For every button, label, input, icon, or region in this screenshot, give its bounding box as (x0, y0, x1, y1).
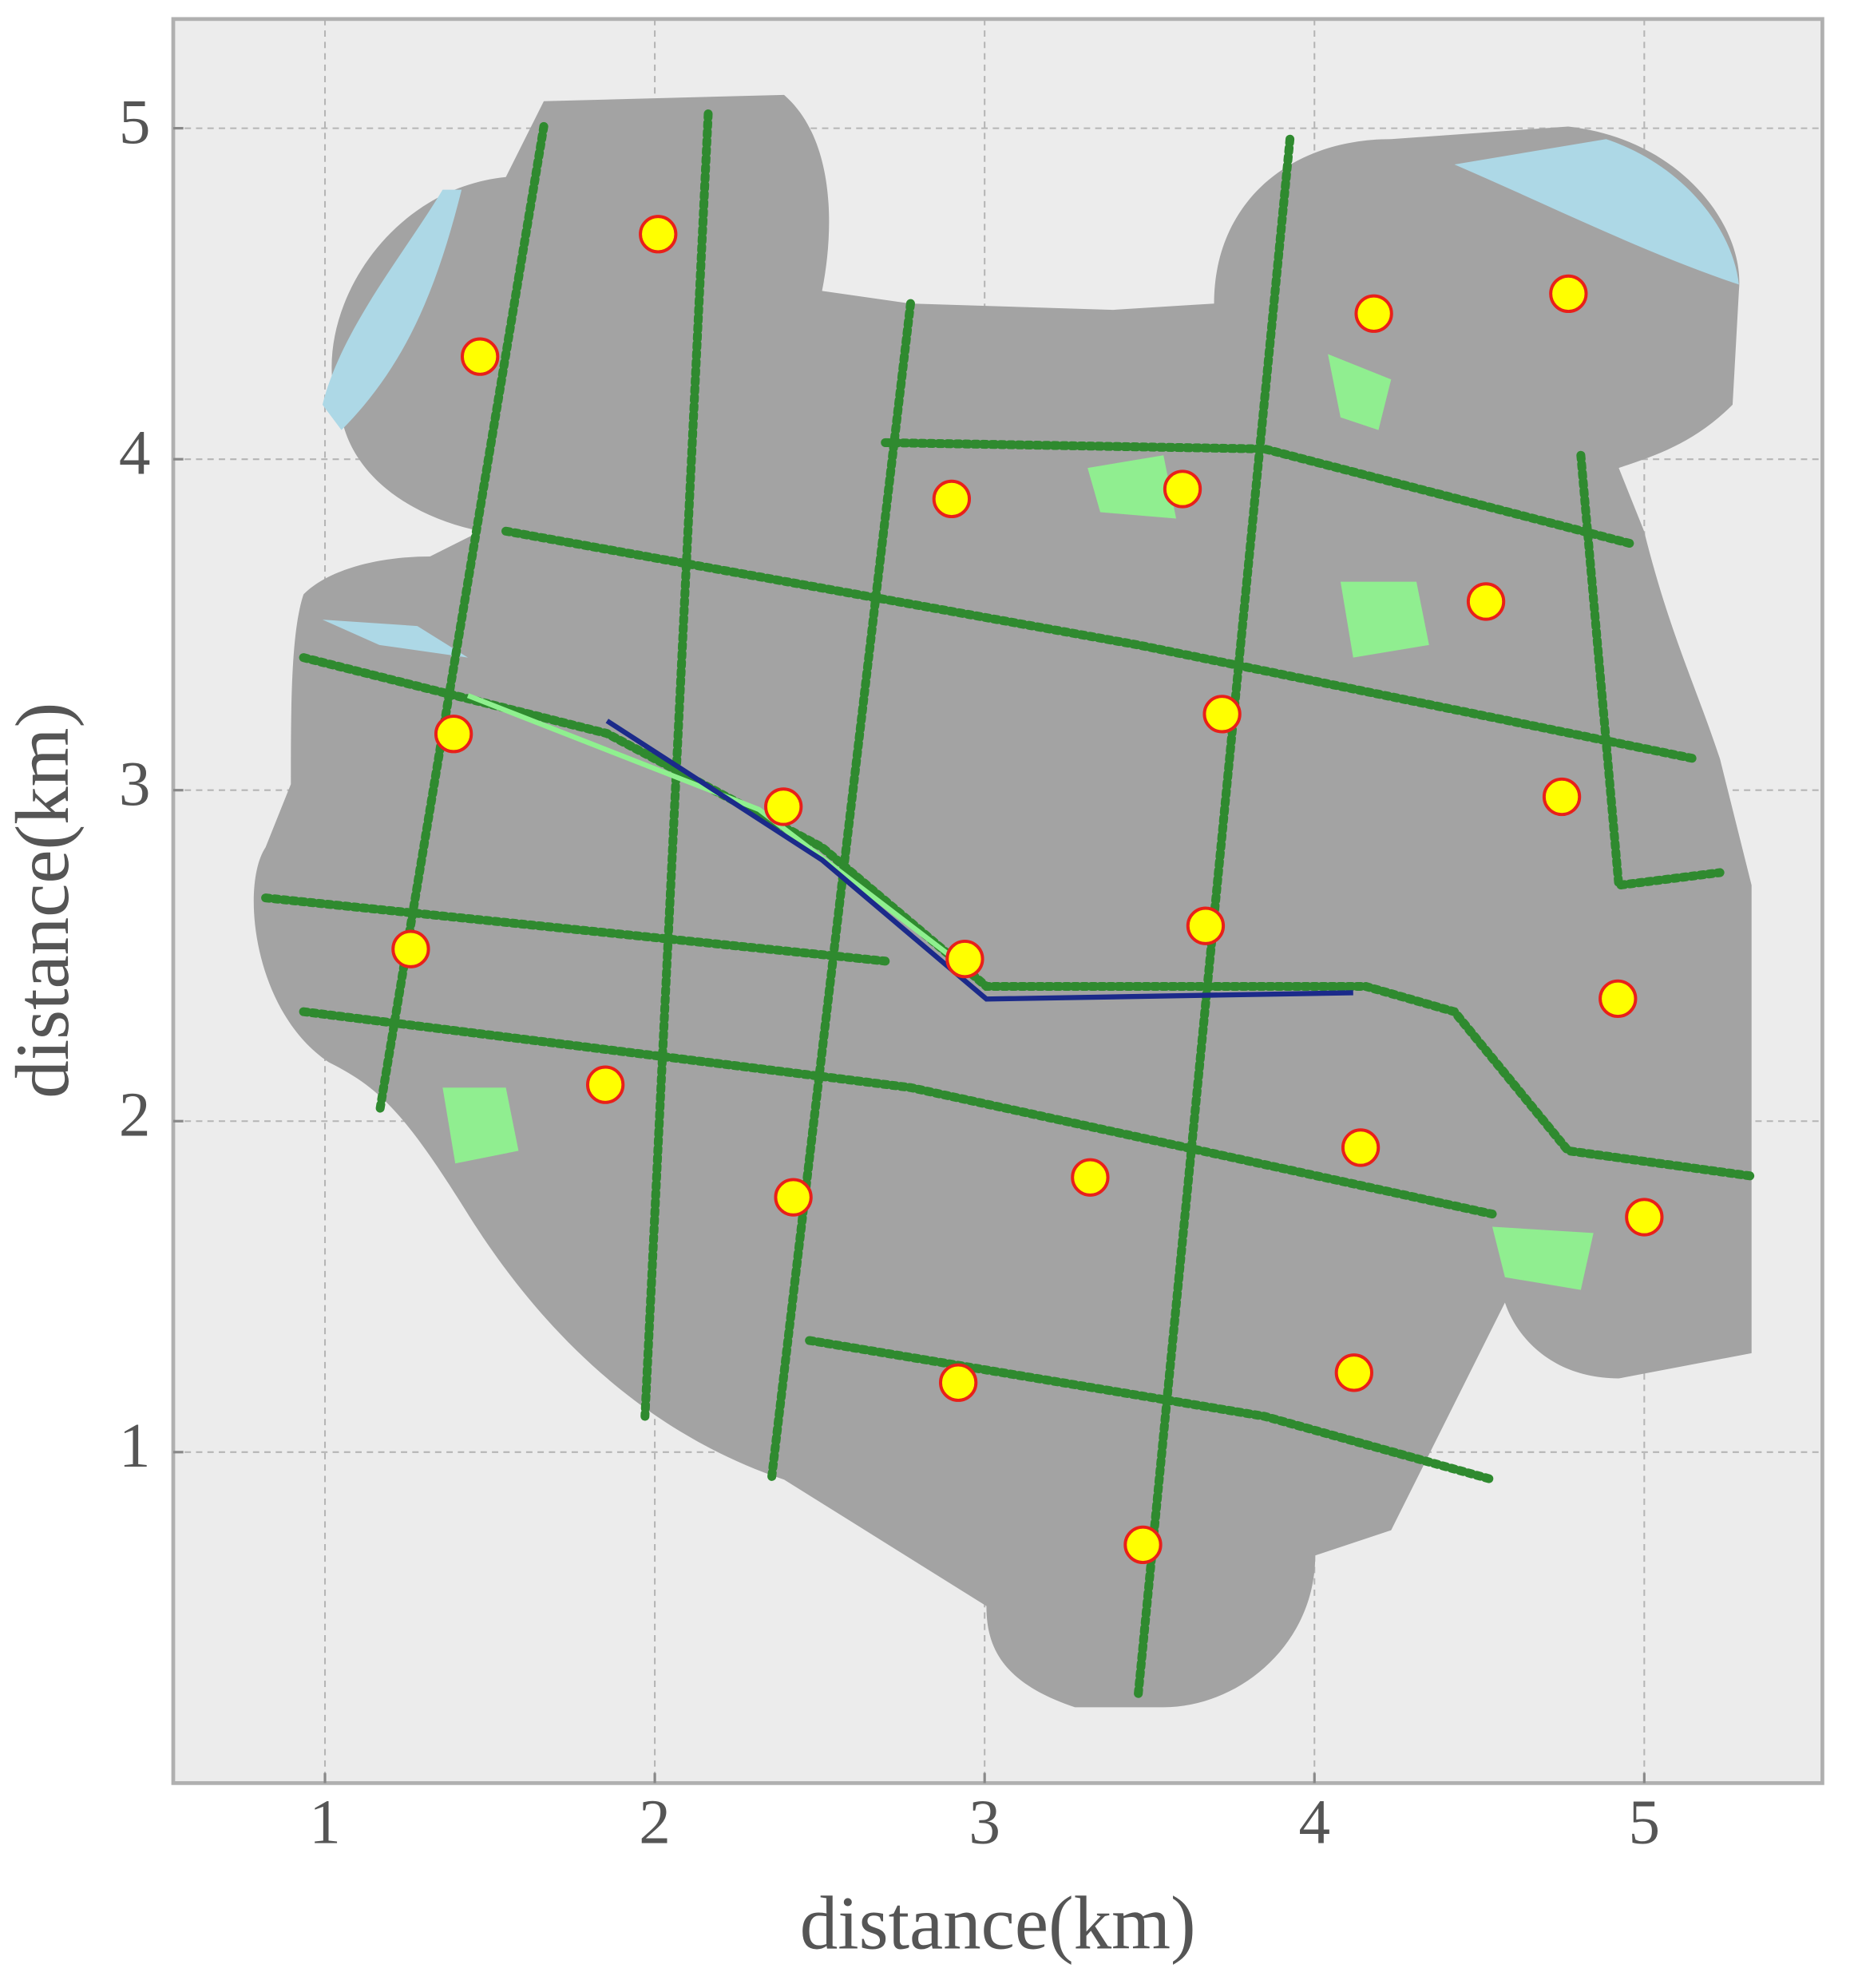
map-area (253, 94, 1752, 1708)
green-area (1328, 354, 1392, 430)
road (299, 1007, 1497, 1219)
green-area (1087, 455, 1177, 519)
point (1625, 1198, 1664, 1237)
y-tick-label: 4 (119, 418, 151, 488)
point (932, 479, 972, 519)
water (322, 189, 462, 430)
water (1454, 139, 1739, 285)
point (639, 215, 678, 254)
point (1071, 1158, 1110, 1197)
x-tick-label: 3 (969, 1788, 1000, 1858)
map (253, 94, 1757, 1708)
point (938, 1363, 978, 1402)
point (764, 787, 803, 826)
water (322, 620, 469, 658)
point (1341, 1128, 1381, 1167)
road (767, 299, 915, 1484)
y-tick-label: 2 (119, 1079, 151, 1150)
point (1123, 1525, 1163, 1565)
road (881, 438, 1636, 548)
point (461, 337, 500, 376)
green-area (1492, 1226, 1594, 1290)
point (1549, 274, 1588, 314)
x-tick-label: 5 (1629, 1788, 1661, 1858)
road (299, 653, 1757, 1181)
green-area (442, 1087, 519, 1164)
points (391, 215, 1664, 1565)
y-tick-label: 5 (119, 87, 151, 157)
y-tick-label: 1 (119, 1411, 151, 1481)
point (434, 715, 473, 754)
y-tick-label: 3 (119, 749, 151, 819)
point (1466, 582, 1506, 621)
point (945, 939, 984, 979)
green-area (1340, 581, 1429, 658)
point (1163, 469, 1202, 509)
road (466, 693, 976, 976)
point (1542, 777, 1582, 817)
x-tick-label: 2 (639, 1788, 671, 1858)
point (1186, 906, 1226, 945)
plot-frame (171, 17, 1824, 1785)
point (774, 1178, 813, 1217)
road (261, 893, 890, 966)
road (1576, 450, 1725, 890)
canal (605, 719, 1353, 1002)
point (585, 1065, 625, 1104)
point (1354, 294, 1393, 333)
x-tick-label: 4 (1298, 1788, 1330, 1858)
y-axis-label: distance(km) (0, 703, 85, 1099)
x-axis-label: distance(km) (800, 1880, 1196, 1965)
x-tick-label: 1 (309, 1788, 341, 1858)
road (501, 526, 1699, 763)
point (1202, 695, 1242, 734)
point (1598, 979, 1638, 1019)
point (391, 929, 430, 968)
point (1334, 1353, 1373, 1392)
